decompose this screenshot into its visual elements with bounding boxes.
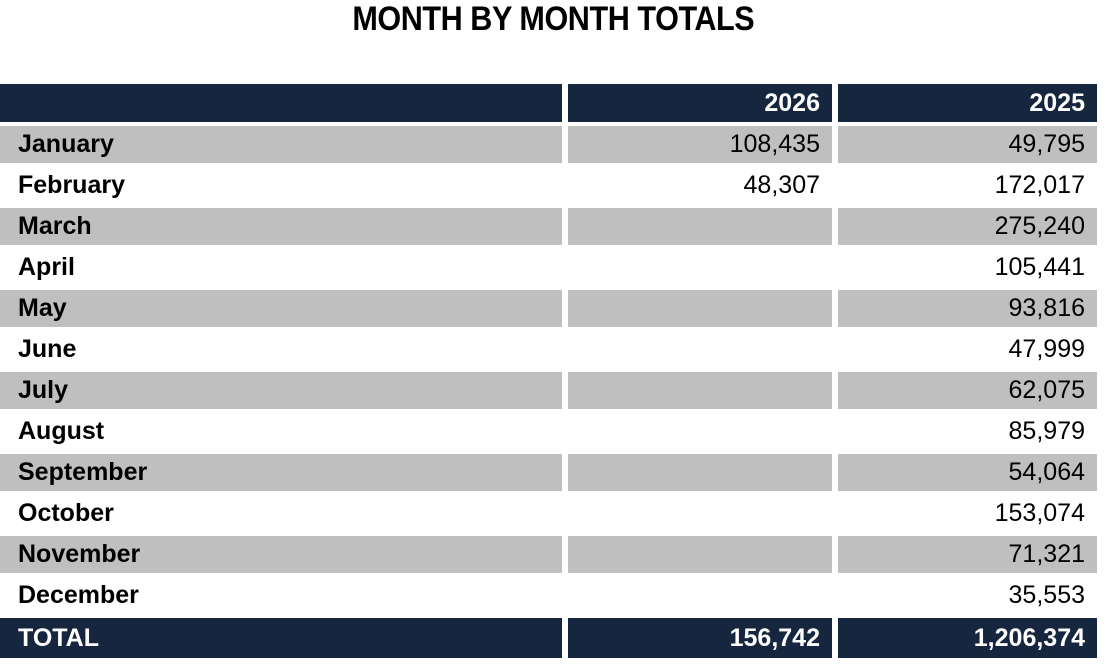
value-2025-cell: 153,074 — [838, 495, 1097, 532]
month-cell: February — [0, 167, 562, 204]
value-2025-cell: 85,979 — [838, 413, 1097, 450]
total-value-2025: 1,206,374 — [838, 618, 1097, 658]
value-2025-cell: 35,553 — [838, 577, 1097, 614]
value-2025-cell: 62,075 — [838, 372, 1097, 409]
value-2025-cell: 49,795 — [838, 126, 1097, 163]
value-2025-cell: 275,240 — [838, 208, 1097, 245]
month-cell: October — [0, 495, 562, 532]
month-cell: September — [0, 454, 562, 491]
value-2025-cell: 172,017 — [838, 167, 1097, 204]
month-cell: April — [0, 249, 562, 286]
page-title: MONTH BY MONTH TOTALS — [352, 0, 754, 38]
value-2025-cell: 54,064 — [838, 454, 1097, 491]
value-2026-cell — [568, 413, 832, 450]
value-2026-cell — [568, 454, 832, 491]
total-label: TOTAL — [0, 618, 562, 658]
value-2026-cell — [568, 249, 832, 286]
value-2025-cell: 71,321 — [838, 536, 1097, 573]
total-value-2026: 156,742 — [568, 618, 832, 658]
value-2026-cell — [568, 372, 832, 409]
value-2026-cell — [568, 208, 832, 245]
month-cell: March — [0, 208, 562, 245]
value-2026-cell: 108,435 — [568, 126, 832, 163]
header-year-2025: 2025 — [838, 84, 1097, 122]
month-cell: December — [0, 577, 562, 614]
title-bar: MONTH BY MONTH TOTALS — [0, 0, 1106, 40]
value-2026-cell — [568, 290, 832, 327]
header-year-2026: 2026 — [568, 84, 832, 122]
value-2025-cell: 105,441 — [838, 249, 1097, 286]
value-2026-cell — [568, 536, 832, 573]
month-cell: June — [0, 331, 562, 368]
header-blank-cell — [0, 84, 562, 122]
value-2026-cell — [568, 577, 832, 614]
value-2026-cell — [568, 331, 832, 368]
month-cell: January — [0, 126, 562, 163]
month-cell: August — [0, 413, 562, 450]
value-2026-cell — [568, 495, 832, 532]
month-cell: May — [0, 290, 562, 327]
value-2025-cell: 47,999 — [838, 331, 1097, 368]
value-2026-cell: 48,307 — [568, 167, 832, 204]
value-2025-cell: 93,816 — [838, 290, 1097, 327]
month-cell: July — [0, 372, 562, 409]
month-cell: November — [0, 536, 562, 573]
month-totals-table: 2026 2025 January 108,435 49,795 February 48… — [0, 84, 1097, 658]
